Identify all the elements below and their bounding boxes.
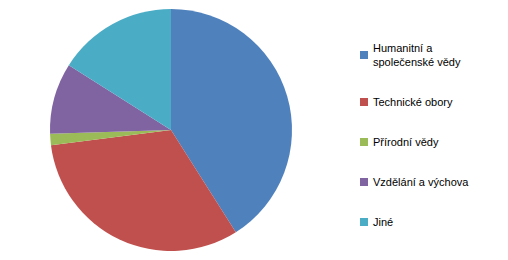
svg-text:Humanitní a: Humanitní a xyxy=(373,42,435,54)
svg-text:Vzdělání a výchova: Vzdělání a výchova xyxy=(373,176,469,188)
svg-text:Technické obory: Technické obory xyxy=(373,96,453,108)
svg-text:Jiné: Jiné xyxy=(373,216,393,228)
svg-text:společenské vědy: společenské vědy xyxy=(373,56,461,68)
svg-text:Přírodní vědy: Přírodní vědy xyxy=(373,136,439,148)
